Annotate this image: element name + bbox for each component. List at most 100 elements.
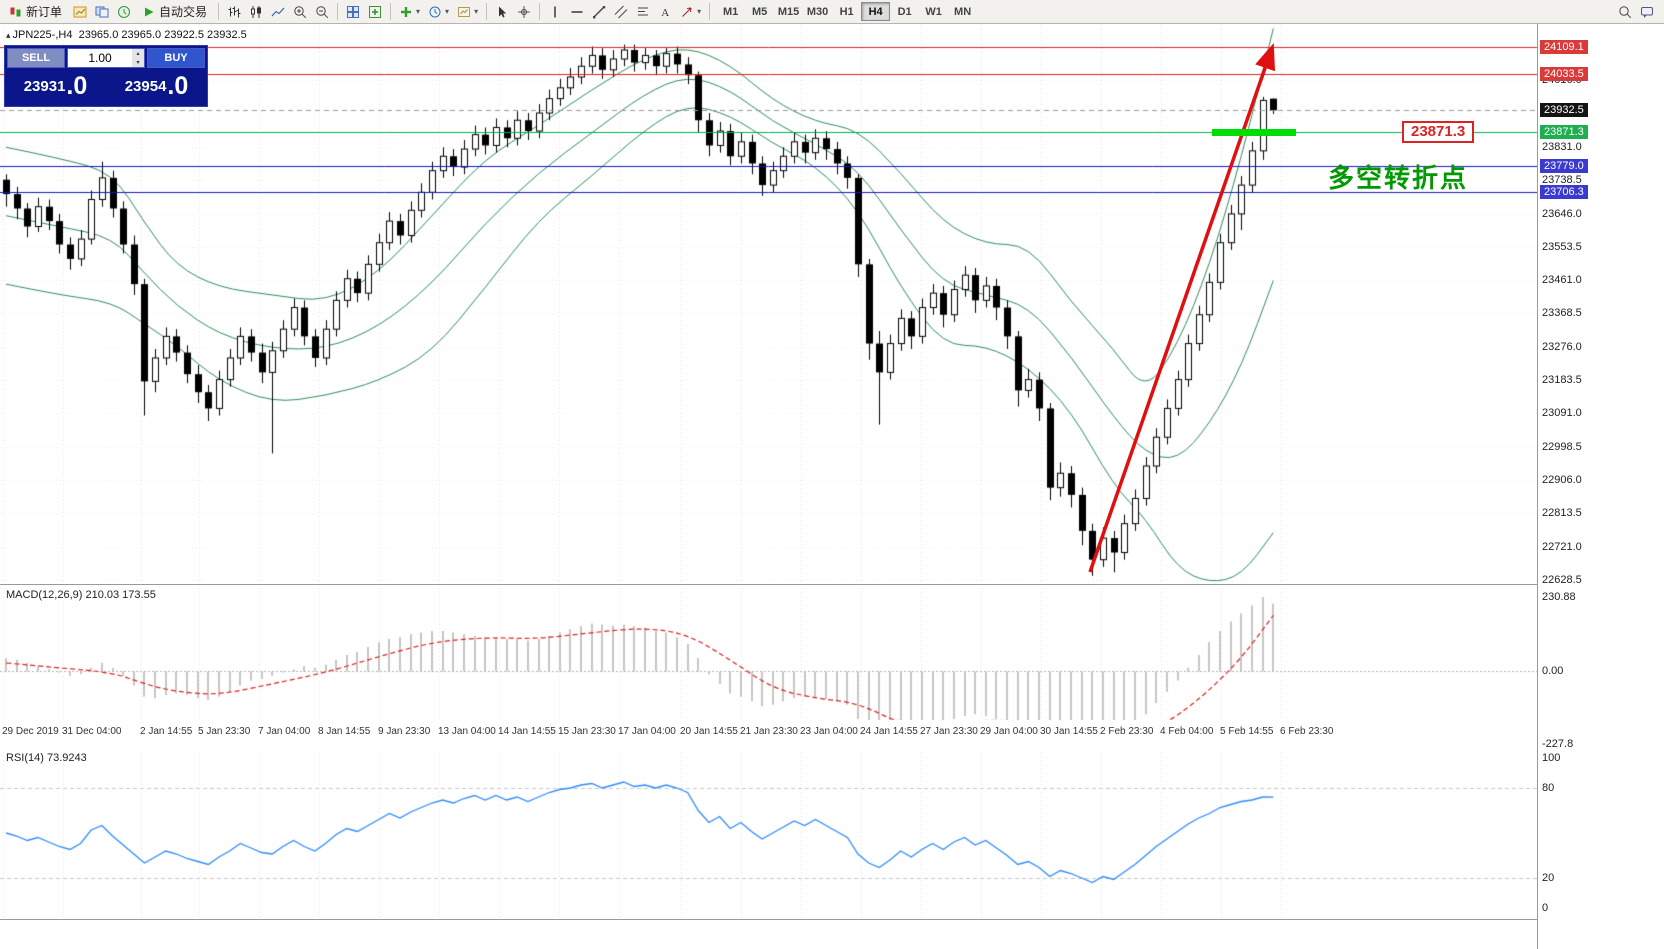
crosshair-button[interactable] — [513, 1, 535, 22]
search-button[interactable] — [1614, 1, 1636, 22]
periods-button[interactable]: ▾ — [424, 1, 453, 22]
price-scale-label: 23091.0 — [1542, 407, 1582, 420]
time-axis-label: 27 Jan 23:30 — [920, 726, 978, 737]
volume-input[interactable] — [68, 49, 132, 67]
timeframe-button-d1[interactable]: D1 — [890, 2, 919, 21]
line-chart-icon — [271, 7, 285, 16]
toolbar-separator — [218, 3, 220, 20]
rsi-canvas[interactable] — [0, 748, 1537, 919]
time-axis-label: 15 Jan 23:30 — [558, 726, 616, 737]
sell-price[interactable]: 23931.0 — [5, 68, 106, 104]
volume-down-button[interactable]: ▾ — [132, 58, 144, 67]
volume-field: ▴ ▾ — [67, 48, 145, 68]
trendline-button[interactable] — [588, 1, 610, 22]
arrows-button[interactable]: ▾ — [676, 1, 705, 22]
time-axis-label: 29 Jan 04:00 — [980, 726, 1038, 737]
fibonacci-button[interactable] — [632, 1, 654, 22]
new-order-icon — [10, 7, 21, 16]
sell-button[interactable]: SELL — [7, 48, 65, 68]
chevron-down-icon: ▾ — [445, 6, 450, 16]
indicators-plus-icon — [401, 6, 412, 17]
timeframe-button-h1[interactable]: H1 — [832, 2, 861, 21]
candlestick-button[interactable] — [245, 1, 267, 22]
time-axis-label: 21 Jan 23:30 — [740, 726, 798, 737]
community-button[interactable] — [1636, 1, 1658, 22]
horizontal-line-icon — [571, 10, 583, 13]
timeframe-button-mn[interactable]: MN — [948, 2, 977, 21]
one-click-prices: 23931.0 23954.0 — [5, 68, 207, 104]
new-chart-button[interactable] — [364, 1, 386, 22]
price-annotation[interactable]: 23871.3 — [1402, 121, 1475, 143]
timeframe-button-h4[interactable]: H4 — [861, 2, 891, 21]
cursor-button[interactable] — [491, 1, 513, 22]
autotrade-label: 自动交易 — [159, 5, 208, 19]
timeframe-button-m30[interactable]: M30 — [803, 2, 832, 21]
autotrade-button[interactable]: 自动交易 — [135, 1, 214, 22]
panel-separator — [0, 919, 1664, 920]
highlight-bar-annotation[interactable] — [1212, 129, 1296, 136]
buy-price-base: 23954 — [124, 77, 167, 95]
rsi-scale-label: 20 — [1542, 872, 1555, 884]
trendline-icon — [593, 5, 606, 18]
tile-windows-button[interactable] — [342, 1, 364, 22]
collapse-panel-icon[interactable]: ▴ — [6, 30, 11, 40]
one-click-top-row: SELL ▴ ▾ BUY — [5, 46, 207, 68]
buy-button[interactable]: BUY — [147, 48, 205, 68]
timeframe-button-m5[interactable]: M5 — [745, 2, 774, 21]
toolbar-separator — [337, 3, 339, 20]
zoom-out-button[interactable] — [311, 1, 333, 22]
rsi-indicator-label: RSI(14) 73.9243 — [6, 752, 87, 764]
buy-price[interactable]: 23954.0 — [106, 68, 207, 104]
main-chart-canvas[interactable] — [0, 24, 1537, 585]
price-axis[interactable]: 24109.124033.524016.023932.523871.323831… — [1537, 24, 1664, 949]
time-axis-label: 31 Dec 04:00 — [62, 726, 122, 737]
timeframe-button-w1[interactable]: W1 — [919, 2, 948, 21]
timeframe-button-m1[interactable]: M1 — [716, 2, 745, 21]
zoom-in-button[interactable] — [289, 1, 311, 22]
toolbar-separator — [486, 3, 488, 20]
price-scale-label: 23831.0 — [1542, 140, 1582, 153]
bar-chart-button[interactable] — [223, 1, 245, 22]
time-axis-label: 5 Jan 23:30 — [198, 726, 251, 737]
time-axis-label: 5 Feb 14:55 — [1220, 726, 1274, 737]
macd-scale-label: 230.88 — [1542, 591, 1576, 603]
vertical-line-button[interactable] — [544, 1, 566, 22]
chevron-down-icon: ▾ — [474, 6, 479, 16]
time-axis-label: 20 Jan 14:55 — [680, 726, 738, 737]
chevron-down-icon: ▾ — [416, 6, 421, 16]
vertical-line-icon — [554, 6, 556, 17]
time-axis-label: 23 Jan 04:00 — [800, 726, 858, 737]
rsi-scale-label: 0 — [1542, 902, 1549, 914]
svg-text:A: A — [661, 7, 669, 19]
template-icon — [458, 6, 471, 17]
history-center-icon — [118, 5, 131, 18]
new-order-button[interactable]: 新订单 — [2, 1, 69, 22]
crosshair-icon — [518, 5, 531, 18]
trend-arrow-line[interactable] — [1088, 43, 1276, 573]
time-axis[interactable]: 29 Dec 2019 31 Dec 04:00 2 Jan 14:55 5 Jan … — [0, 720, 1537, 749]
volume-up-button[interactable]: ▴ — [132, 49, 144, 58]
time-axis-label: 2 Feb 23:30 — [1100, 726, 1154, 737]
line-chart-button[interactable] — [267, 1, 289, 22]
text-label-button[interactable]: A — [654, 1, 676, 22]
templates-button[interactable]: ▾ — [453, 1, 482, 22]
rsi-scale-label: 100 — [1542, 752, 1561, 764]
sell-price-frac: .0 — [66, 71, 88, 100]
chat-icon — [1641, 6, 1653, 18]
profiles-button[interactable] — [91, 1, 113, 22]
macd-scale-label: 0.00 — [1542, 664, 1564, 677]
chevron-down-icon: ▾ — [697, 6, 702, 16]
trend-arrow-annotation[interactable] — [0, 24, 1537, 585]
horizontal-line-button[interactable] — [566, 1, 588, 22]
toolbar-separator — [709, 3, 711, 20]
price-scale-label: 22628.5 — [1542, 574, 1582, 587]
turning-point-annotation[interactable]: 多空转折点 — [1328, 163, 1469, 193]
indicators-button[interactable]: ▾ — [395, 1, 424, 22]
channel-button[interactable] — [610, 1, 632, 22]
price-tag-red: 24109.1 — [1540, 39, 1588, 54]
history-center-button[interactable] — [113, 1, 135, 22]
timeframe-button-m15[interactable]: M15 — [774, 2, 803, 21]
time-axis-label: 8 Jan 14:55 — [318, 726, 371, 737]
chart-window-button[interactable] — [69, 1, 91, 22]
